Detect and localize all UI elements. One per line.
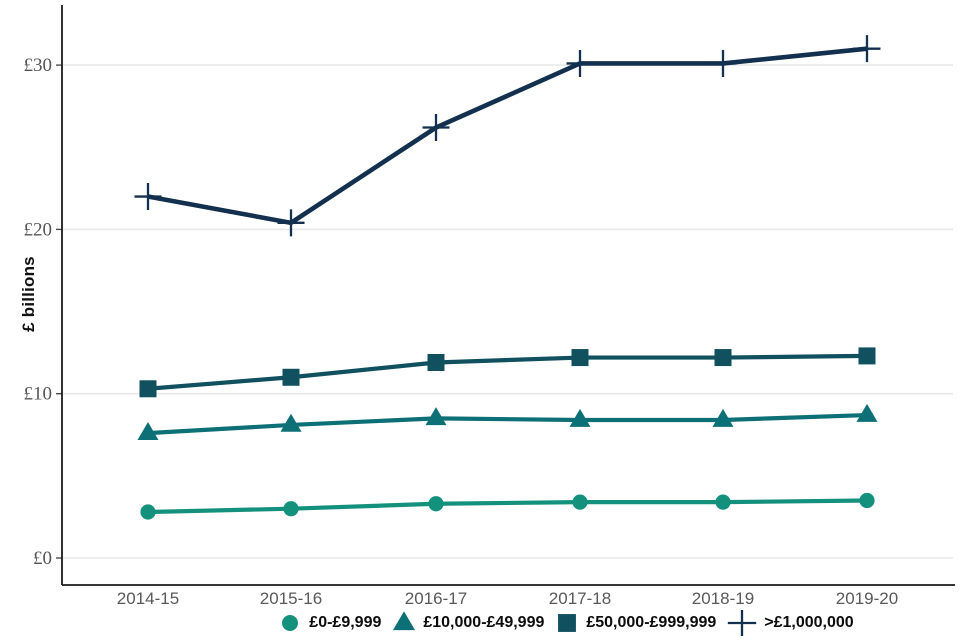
plus-marker-3-2 bbox=[422, 114, 450, 142]
y-tick-label-3: £30 bbox=[24, 55, 53, 76]
series-line-0 bbox=[147, 498, 868, 515]
series-line-2 bbox=[147, 353, 868, 391]
circle-marker-0-3 bbox=[572, 494, 588, 510]
plus-marker-3-5 bbox=[853, 35, 881, 63]
legend-item-0: £0-£9,999 bbox=[278, 610, 381, 636]
square-icon bbox=[558, 614, 577, 632]
circle-marker-0-5 bbox=[859, 492, 875, 509]
plus-marker-3-1 bbox=[277, 209, 305, 237]
legend-label-2: £50,000-£999,999 bbox=[586, 614, 717, 631]
triangle-marker-1-2 bbox=[425, 407, 447, 426]
triangle-legend-glyph bbox=[393, 611, 416, 631]
y-tick-label-0: £0 bbox=[33, 548, 52, 569]
series-line-3 bbox=[147, 46, 868, 226]
series-square bbox=[139, 347, 876, 398]
x-tick-label-3: 2017-18 bbox=[549, 589, 611, 608]
legend-label-3: >£1,000,000 bbox=[764, 614, 854, 631]
square-marker-2-1 bbox=[282, 368, 300, 386]
square-marker-2-0 bbox=[139, 380, 157, 398]
gridlines bbox=[62, 64, 953, 559]
plus-icon bbox=[728, 610, 757, 636]
series-triangle bbox=[137, 403, 878, 440]
square-marker-2-4 bbox=[714, 349, 732, 367]
circle-marker-0-4 bbox=[715, 494, 731, 510]
triangle-marker-1-1 bbox=[280, 413, 302, 432]
triangle-icon bbox=[393, 611, 416, 631]
x-tick-label-5: 2019-20 bbox=[836, 589, 898, 608]
y-tick-label-1: £10 bbox=[24, 384, 53, 405]
y-tick-label-2: £20 bbox=[24, 219, 53, 240]
x-tick-label-4: 2018-19 bbox=[692, 589, 754, 608]
x-tick-label-0: 2014-15 bbox=[117, 589, 179, 608]
legend-item-1: £10,000-£49,999 bbox=[392, 610, 544, 636]
plus-marker-3-4 bbox=[709, 49, 737, 77]
axes bbox=[61, 5, 955, 586]
legend-label-0: £0-£9,999 bbox=[309, 614, 382, 631]
circle-marker-0-2 bbox=[428, 496, 444, 512]
triangle-marker-1-0 bbox=[137, 421, 159, 440]
series-circle bbox=[140, 492, 875, 520]
y-axis-ticks: £0 £10 £20 £30 bbox=[24, 55, 62, 569]
legend-label-1: £10,000-£49,999 bbox=[423, 614, 545, 631]
x-axis-labels: 2014-15 2015-16 2016-17 2017-18 2018-19 2019-… bbox=[117, 589, 898, 608]
legend: £0-£9,999 £10,000-£49,999 £50,000-£999,999… bbox=[86, 608, 960, 638]
square-marker-2-5 bbox=[858, 347, 876, 365]
plus-marker-3-3 bbox=[566, 49, 594, 77]
triangle-marker-1-4 bbox=[712, 408, 734, 427]
x-tick-label-2: 2016-17 bbox=[405, 589, 467, 608]
legend-item-2: £50,000-£999,999 bbox=[555, 610, 716, 636]
circle-marker-0-1 bbox=[283, 501, 299, 517]
series-plus bbox=[134, 35, 881, 237]
triangle-marker-1-5 bbox=[856, 403, 878, 422]
square-marker-2-2 bbox=[427, 353, 445, 371]
square-marker-2-3 bbox=[571, 349, 589, 367]
plus-legend-glyph bbox=[728, 610, 757, 636]
circle-legend-glyph bbox=[282, 615, 299, 631]
y-axis-title: £ billions bbox=[19, 256, 38, 332]
square-legend-glyph bbox=[558, 614, 577, 632]
circle-marker-0-0 bbox=[140, 504, 156, 520]
plus-marker-3-0 bbox=[134, 183, 162, 211]
x-tick-label-1: 2015-16 bbox=[260, 589, 322, 608]
circle-icon bbox=[282, 615, 299, 631]
legend-item-3: >£1,000,000 bbox=[727, 610, 854, 636]
series-line-1 bbox=[147, 412, 868, 436]
triangle-marker-1-3 bbox=[569, 408, 591, 427]
